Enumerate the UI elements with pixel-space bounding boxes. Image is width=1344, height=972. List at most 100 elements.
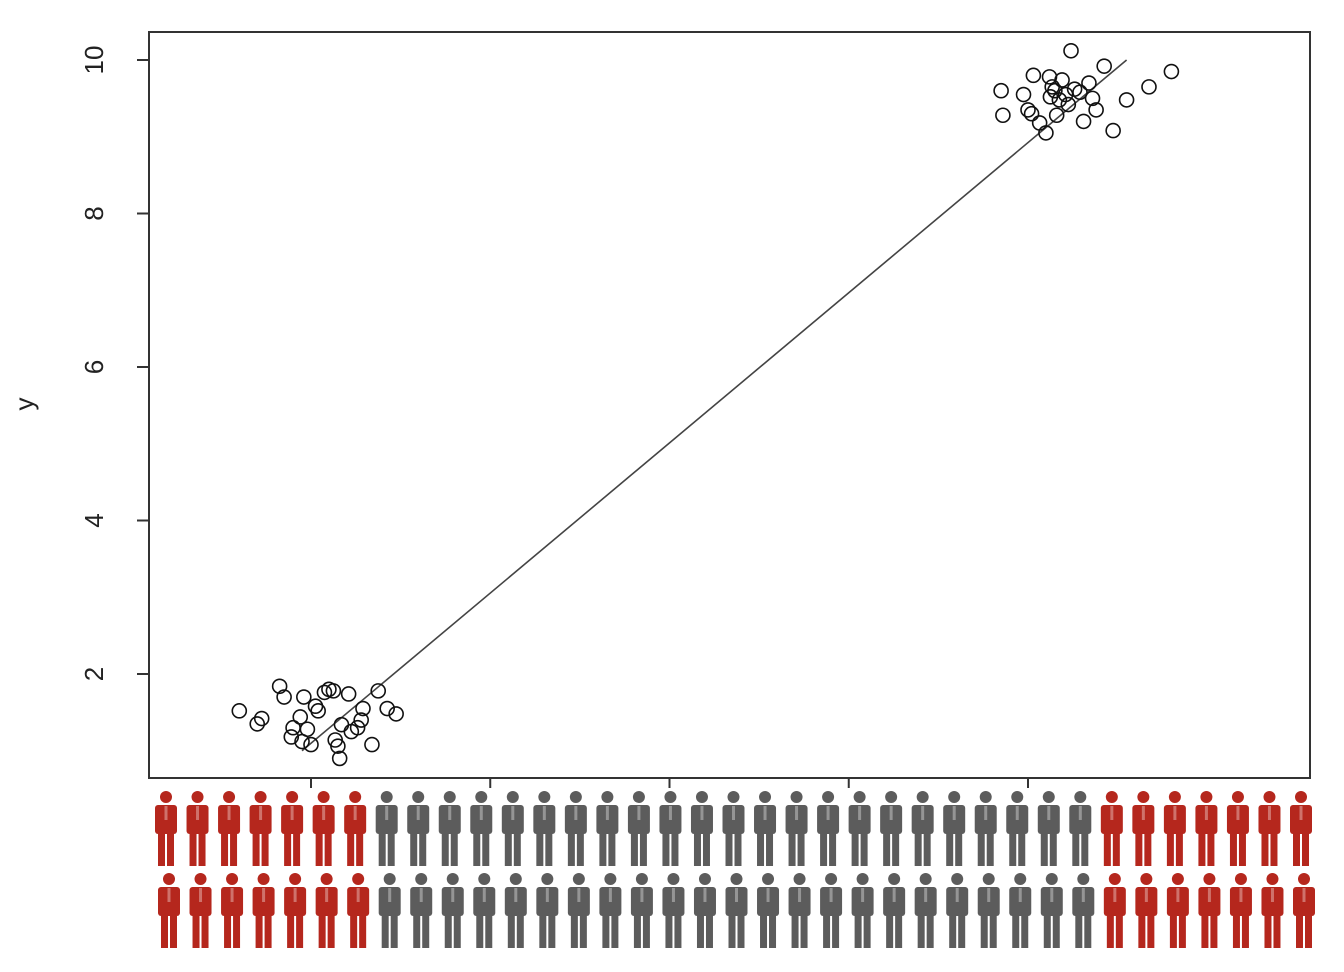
data-point bbox=[253, 710, 270, 727]
data-point bbox=[1075, 113, 1092, 130]
person-icon bbox=[1135, 873, 1158, 948]
data-point bbox=[333, 716, 350, 733]
data-point bbox=[1025, 67, 1042, 84]
data-point bbox=[355, 700, 371, 717]
person-icon bbox=[1037, 791, 1060, 866]
person-icon bbox=[1261, 873, 1284, 948]
data-point bbox=[995, 107, 1011, 124]
person-icon bbox=[1226, 791, 1249, 866]
person-icon bbox=[977, 873, 1000, 948]
person-icon bbox=[630, 873, 653, 948]
data-point bbox=[1031, 115, 1048, 131]
person-icon bbox=[754, 791, 777, 866]
data-point bbox=[1060, 96, 1077, 113]
person-icon bbox=[155, 791, 177, 866]
person-icon bbox=[1103, 873, 1126, 948]
person-icon bbox=[533, 791, 556, 866]
data-point bbox=[1063, 42, 1079, 59]
person-icon bbox=[186, 791, 209, 866]
person-icon bbox=[470, 791, 493, 866]
data-point bbox=[310, 703, 326, 719]
data-point bbox=[1105, 122, 1121, 139]
person-icon bbox=[1069, 791, 1092, 866]
person-icon bbox=[1293, 873, 1315, 948]
person-icon bbox=[347, 873, 370, 948]
data-point bbox=[283, 729, 300, 745]
data-point bbox=[249, 716, 266, 732]
person-icon bbox=[1006, 791, 1029, 866]
data-point bbox=[388, 706, 404, 722]
person-icon bbox=[315, 873, 338, 948]
y-tick-label: 8 bbox=[79, 206, 109, 220]
person-icon bbox=[943, 791, 966, 866]
person-icon bbox=[1290, 791, 1312, 866]
person-icon bbox=[851, 873, 874, 948]
person-icon bbox=[1040, 873, 1063, 948]
person-icon bbox=[564, 791, 587, 866]
person-icon bbox=[441, 873, 464, 948]
person-icon bbox=[158, 873, 180, 948]
person-icon bbox=[407, 791, 430, 866]
person-icon bbox=[946, 873, 969, 948]
person-icon bbox=[725, 873, 748, 948]
person-icon bbox=[281, 791, 304, 866]
person-icon bbox=[189, 873, 212, 948]
person-icon bbox=[848, 791, 871, 866]
person-icon bbox=[757, 873, 780, 948]
person-icon bbox=[1009, 873, 1032, 948]
person-icon bbox=[883, 873, 906, 948]
data-point bbox=[1084, 90, 1101, 107]
data-point bbox=[1118, 92, 1135, 108]
data-point bbox=[1054, 72, 1070, 88]
data-point bbox=[993, 82, 1009, 99]
person-icon bbox=[378, 873, 401, 948]
data-point bbox=[292, 709, 309, 725]
data-point bbox=[330, 738, 346, 754]
data-point bbox=[1088, 102, 1104, 118]
person-icon bbox=[911, 791, 934, 866]
person-icon bbox=[375, 791, 398, 866]
data-point bbox=[1023, 105, 1040, 122]
person-icon bbox=[252, 873, 275, 948]
data-point bbox=[1072, 84, 1088, 101]
person-icon bbox=[1229, 873, 1252, 948]
person-icon bbox=[880, 791, 903, 866]
data-point bbox=[1038, 125, 1054, 141]
person-icon bbox=[1198, 873, 1221, 948]
person-icon bbox=[820, 873, 843, 948]
person-icon bbox=[1072, 873, 1095, 948]
data-point bbox=[1015, 86, 1032, 103]
person-icon bbox=[438, 791, 461, 866]
person-icon bbox=[627, 791, 650, 866]
person-icon bbox=[599, 873, 622, 948]
y-tick-label: 2 bbox=[79, 667, 109, 681]
person-icon bbox=[1132, 791, 1155, 866]
person-icon bbox=[567, 873, 590, 948]
person-icon bbox=[788, 873, 811, 948]
person-icon bbox=[1258, 791, 1281, 866]
data-point bbox=[296, 689, 312, 705]
plot-frame bbox=[148, 31, 1311, 779]
person-icon bbox=[914, 873, 937, 948]
person-icon bbox=[284, 873, 307, 948]
person-icon bbox=[817, 791, 840, 866]
data-point bbox=[276, 689, 292, 705]
data-point bbox=[325, 683, 342, 699]
y-tick-label: 6 bbox=[79, 360, 109, 374]
data-point bbox=[1020, 102, 1036, 118]
data-point bbox=[1047, 82, 1063, 99]
person-icon bbox=[690, 791, 713, 866]
person-icon bbox=[501, 791, 524, 866]
y-tick-label: 4 bbox=[79, 513, 109, 527]
person-icon bbox=[221, 873, 244, 948]
points-group bbox=[231, 42, 1180, 767]
data-point bbox=[231, 703, 248, 719]
person-icon bbox=[1166, 873, 1189, 948]
person-icon bbox=[659, 791, 682, 866]
data-point bbox=[364, 736, 380, 753]
data-point bbox=[299, 721, 316, 738]
data-point bbox=[331, 750, 348, 767]
person-icon bbox=[249, 791, 272, 866]
pictogram-strip bbox=[155, 791, 1315, 948]
person-icon bbox=[410, 873, 433, 948]
